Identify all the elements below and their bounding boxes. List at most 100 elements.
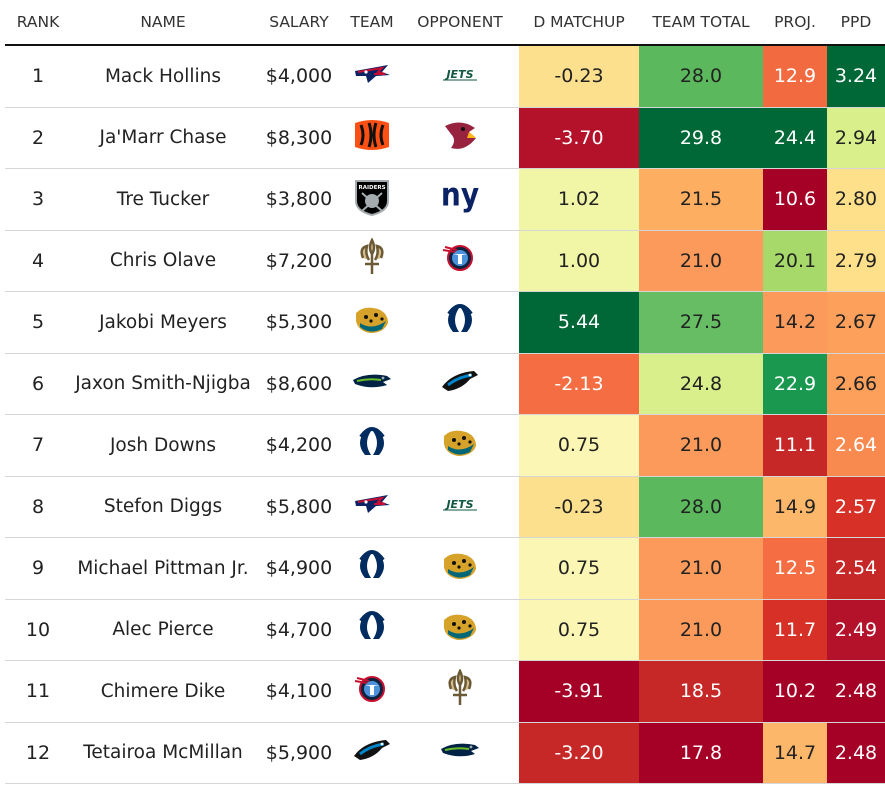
opponent-logo-cell (401, 660, 519, 723)
ppd-cell: 2.94 (827, 107, 885, 169)
raiders-logo: RAIDERS (352, 177, 392, 222)
opponent-logo-cell (401, 537, 519, 600)
team-logo-cell (343, 230, 401, 292)
player-name-cell: Ja'Marr Chase (71, 107, 255, 169)
rank-cell: 10 (5, 599, 71, 661)
jets-logo: JETS (439, 65, 481, 88)
team-logo-cell (343, 291, 401, 354)
team-total-cell: 28.0 (639, 45, 763, 108)
header-row: RANK NAME SALARY TEAM OPPONENT D MATCHUP… (5, 0, 885, 46)
ppd-cell: 2.48 (827, 660, 885, 723)
opponent-logo-cell (401, 599, 519, 661)
proj-cell: 20.1 (763, 230, 827, 292)
svg-text:ny: ny (441, 179, 479, 214)
proj-cell: 11.1 (763, 414, 827, 477)
opponent-logo-cell: JETS (401, 45, 519, 108)
team-total-cell: 28.0 (639, 476, 763, 538)
table-row: 9 Michael Pittman Jr. $4,900 0.75 21.0 12.5 2.… (5, 537, 885, 600)
team-total-cell: 18.5 (639, 660, 763, 723)
ppd-cell: 2.48 (827, 722, 885, 784)
table-row: 8 Stefon Diggs $5,800 JETS -0.23 28.0 14.9 2.57 (5, 476, 885, 538)
seahawks-logo (351, 370, 393, 397)
colts-logo (353, 546, 391, 591)
salary-cell: $7,200 (255, 230, 343, 292)
svg-text:JETS: JETS (444, 498, 473, 511)
table-row: 7 Josh Downs $4,200 0.75 21.0 11.1 2.64 (5, 414, 885, 477)
opponent-logo-cell (401, 230, 519, 292)
salary-cell: $3,800 (255, 168, 343, 231)
opponent-logo-cell (401, 353, 519, 415)
proj-cell: 22.9 (763, 353, 827, 415)
d-matchup-cell: 1.02 (519, 168, 639, 231)
table-row: 6 Jaxon Smith-Njigba $8,600 -2.13 24.8 22.9 2.… (5, 353, 885, 415)
opponent-logo-cell (401, 722, 519, 784)
proj-cell: 14.7 (763, 722, 827, 784)
player-name-cell: Chimere Dike (71, 660, 255, 723)
proj-cell: 14.9 (763, 476, 827, 538)
table-row: 12 Tetairoa McMillan $5,900 -3.20 17.8 14.7 2.… (5, 722, 885, 784)
salary-cell: $5,900 (255, 722, 343, 784)
team-total-cell: 21.0 (639, 537, 763, 600)
jaguars-logo (440, 426, 480, 465)
player-name-cell: Jaxon Smith-Njigba (71, 353, 255, 415)
d-matchup-cell: 1.00 (519, 230, 639, 292)
proj-cell: 14.2 (763, 291, 827, 354)
ppd-cell: 2.79 (827, 230, 885, 292)
ppd-cell: 2.57 (827, 476, 885, 538)
opponent-logo-cell (401, 107, 519, 169)
salary-cell: $8,300 (255, 107, 343, 169)
header-team: TEAM (343, 0, 401, 46)
ppd-cell: 2.64 (827, 414, 885, 477)
svg-text:RAIDERS: RAIDERS (358, 185, 385, 191)
header-team-total: TEAM TOTAL (639, 0, 763, 46)
rank-cell: 11 (5, 660, 71, 723)
header-proj: PROJ. (763, 0, 827, 46)
titans-logo (441, 242, 479, 279)
team-total-cell: 24.8 (639, 353, 763, 415)
team-total-cell: 17.8 (639, 722, 763, 784)
opponent-logo-cell: JETS (401, 476, 519, 538)
team-logo-cell: RAIDERS (343, 168, 401, 231)
team-logo-cell (343, 660, 401, 723)
bengals-logo (352, 119, 392, 156)
rank-cell: 1 (5, 45, 71, 108)
team-total-cell: 27.5 (639, 291, 763, 354)
d-matchup-cell: 5.44 (519, 291, 639, 354)
player-name-cell: Jakobi Meyers (71, 291, 255, 354)
table-body: 1 Mack Hollins $4,000 JETS -0.23 28.0 12.9 3.24… (5, 45, 885, 784)
team-logo-cell (343, 107, 401, 169)
ppd-cell: 3.24 (827, 45, 885, 108)
proj-cell: 10.6 (763, 168, 827, 231)
patriots-logo (352, 62, 392, 91)
projections-table: RANK NAME SALARY TEAM OPPONENT D MATCHUP… (5, 0, 885, 784)
rank-cell: 9 (5, 537, 71, 600)
player-name-cell: Tetairoa McMillan (71, 722, 255, 784)
ppd-cell: 2.54 (827, 537, 885, 600)
team-logo-cell (343, 45, 401, 108)
salary-cell: $5,300 (255, 291, 343, 354)
header-opponent: OPPONENT (401, 0, 519, 46)
colts-logo (353, 607, 391, 652)
salary-cell: $4,200 (255, 414, 343, 477)
table-row: 11 Chimere Dike $4,100 -3.91 18.5 10.2 2.48 (5, 660, 885, 723)
panthers-logo (440, 367, 480, 400)
opponent-logo-cell (401, 291, 519, 354)
d-matchup-cell: -3.91 (519, 660, 639, 723)
table-row: 3 Tre Tucker $3,800 RAIDERS ny 1.02 21.5 10.6 2.… (5, 168, 885, 231)
proj-cell: 12.5 (763, 537, 827, 600)
cardinals-logo (441, 118, 479, 157)
team-total-cell: 21.0 (639, 599, 763, 661)
titans-logo (353, 673, 391, 710)
rank-cell: 8 (5, 476, 71, 538)
rank-cell: 2 (5, 107, 71, 169)
rank-cell: 5 (5, 291, 71, 354)
opponent-logo-cell (401, 414, 519, 477)
jaguars-logo (440, 549, 480, 588)
player-name-cell: Alec Pierce (71, 599, 255, 661)
salary-cell: $8,600 (255, 353, 343, 415)
table-row: 1 Mack Hollins $4,000 JETS -0.23 28.0 12.9 3.24 (5, 45, 885, 108)
ppd-cell: 2.49 (827, 599, 885, 661)
d-matchup-cell: -3.20 (519, 722, 639, 784)
header-name: NAME (71, 0, 255, 46)
team-logo-cell (343, 599, 401, 661)
